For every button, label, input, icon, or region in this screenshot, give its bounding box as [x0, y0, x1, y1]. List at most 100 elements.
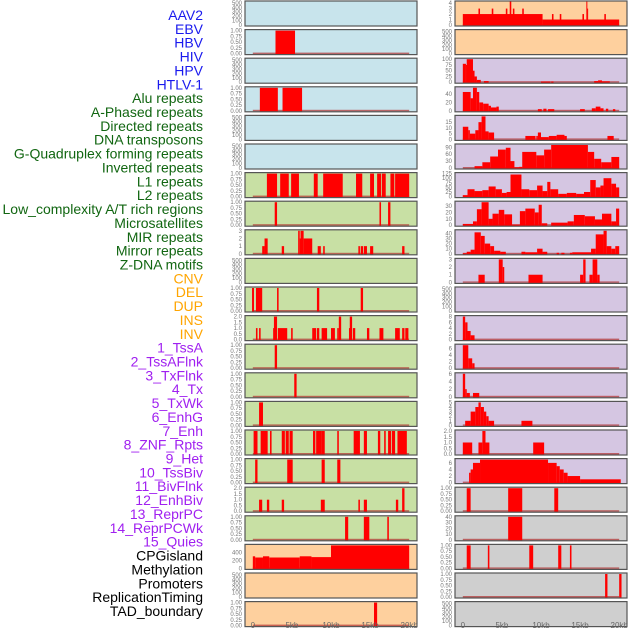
panel-background: [245, 287, 417, 312]
bar: [587, 8, 589, 26]
y-tick-label: 0.25: [230, 303, 242, 309]
bar: [462, 195, 468, 198]
bar: [469, 472, 471, 484]
bar: [469, 133, 476, 141]
panel-background: [455, 315, 627, 341]
track-label: Alu repeats: [132, 90, 203, 106]
y-tick-label: 200: [232, 157, 243, 163]
bar: [490, 107, 497, 112]
track-label: 12_EnhBiv: [135, 492, 203, 508]
track-label: 1_TssA: [157, 340, 204, 356]
y-tick-label: 0.50: [440, 498, 452, 504]
y-tick-label: 0: [449, 166, 453, 172]
panel-frame: [244, 372, 418, 399]
track-label: 15_Quies: [143, 534, 203, 550]
y-tick-label: 1.00: [440, 486, 452, 492]
bar: [384, 431, 386, 455]
bar: [259, 402, 263, 427]
y-tick-label: 100: [442, 176, 453, 182]
bar: [262, 556, 270, 570]
bar: [556, 252, 559, 255]
track-panel: 0.000.250.500.751.00: [230, 372, 418, 401]
panel-frame: [454, 29, 628, 56]
y-tick-label: 300: [232, 10, 243, 16]
track-label: 11_BivFlnk: [135, 478, 204, 494]
track-panel: 0 2 46: [449, 372, 628, 401]
y-tick-label: 0: [239, 166, 243, 172]
bar: [595, 106, 601, 112]
bar: [573, 214, 585, 227]
y-tick-label: 0.50: [230, 526, 242, 532]
panel-frame: [454, 372, 628, 399]
y-tick-label: 0.50: [440, 584, 452, 590]
panel-frame: [244, 543, 418, 571]
y-tick-label: 0.75: [230, 606, 242, 612]
bar: [255, 328, 258, 341]
y-tick-label: 2: [239, 236, 243, 242]
track-panel: 0.000.250.500.751.00: [230, 343, 418, 372]
bar: [496, 106, 499, 112]
y-tick-label: 0.75: [230, 378, 242, 384]
bar: [287, 459, 293, 484]
y-tick-label: 0: [449, 252, 453, 258]
bar: [544, 149, 552, 169]
bar: [388, 431, 392, 455]
y-tick-label: 500: [232, 1, 243, 7]
y-tick-label: 0.00: [230, 109, 242, 115]
y-tick-label: 0: [449, 423, 453, 429]
y-tick-label: 100: [232, 19, 243, 25]
panel-frame: [454, 600, 628, 628]
bar: [323, 246, 325, 255]
y-tick-label: 0.75: [230, 349, 242, 355]
y-tick-label: 100: [232, 276, 243, 282]
track-label: INS: [180, 312, 203, 328]
bar: [606, 246, 612, 255]
y-tick-label: 0: [239, 80, 243, 86]
panel-frame: [244, 286, 418, 313]
bar: [500, 251, 506, 255]
y-tick-label: 0: [239, 595, 243, 601]
bar: [510, 174, 522, 198]
bar: [298, 230, 300, 255]
y-tick-label: 100: [442, 57, 453, 63]
bar: [536, 155, 545, 169]
track-label: 6_EnhG: [152, 409, 203, 425]
y-tick-label: 0.00: [230, 52, 242, 58]
bar: [472, 392, 480, 398]
bar: [303, 238, 313, 255]
y-tick-label: 200: [442, 615, 453, 621]
y-tick-label: 300: [232, 67, 243, 73]
y-tick-label: 75: [445, 181, 452, 187]
bar: [299, 556, 312, 570]
y-tick-label: 400: [442, 34, 453, 40]
bar: [485, 131, 489, 141]
y-tick-label: 1.00: [230, 172, 242, 178]
bar: [558, 545, 562, 570]
y-tick-label: 100: [232, 76, 243, 82]
bar: [253, 431, 258, 455]
y-tick-label: 0.00: [230, 481, 242, 487]
bar: [519, 166, 523, 169]
y-tick-label: 0.50: [230, 412, 242, 418]
panel-frame: [244, 429, 418, 456]
bar: [485, 442, 490, 455]
panel-frame: [454, 257, 628, 284]
track-label: MIR repeats: [127, 229, 203, 245]
track-label: Microsatellites: [114, 215, 203, 231]
bar: [582, 14, 584, 26]
track-label: INV: [180, 326, 204, 342]
baseline: [462, 424, 620, 426]
y-tick-label: 6: [449, 461, 453, 467]
bar: [556, 466, 560, 484]
y-tick-label: 0.50: [230, 212, 242, 218]
bar: [616, 208, 620, 227]
bar: [349, 316, 353, 341]
baseline: [252, 424, 410, 426]
baseline: [462, 367, 620, 369]
track-panel: 0.00.51.01.52.0: [444, 429, 628, 458]
bar: [572, 252, 592, 255]
bar: [395, 173, 410, 198]
